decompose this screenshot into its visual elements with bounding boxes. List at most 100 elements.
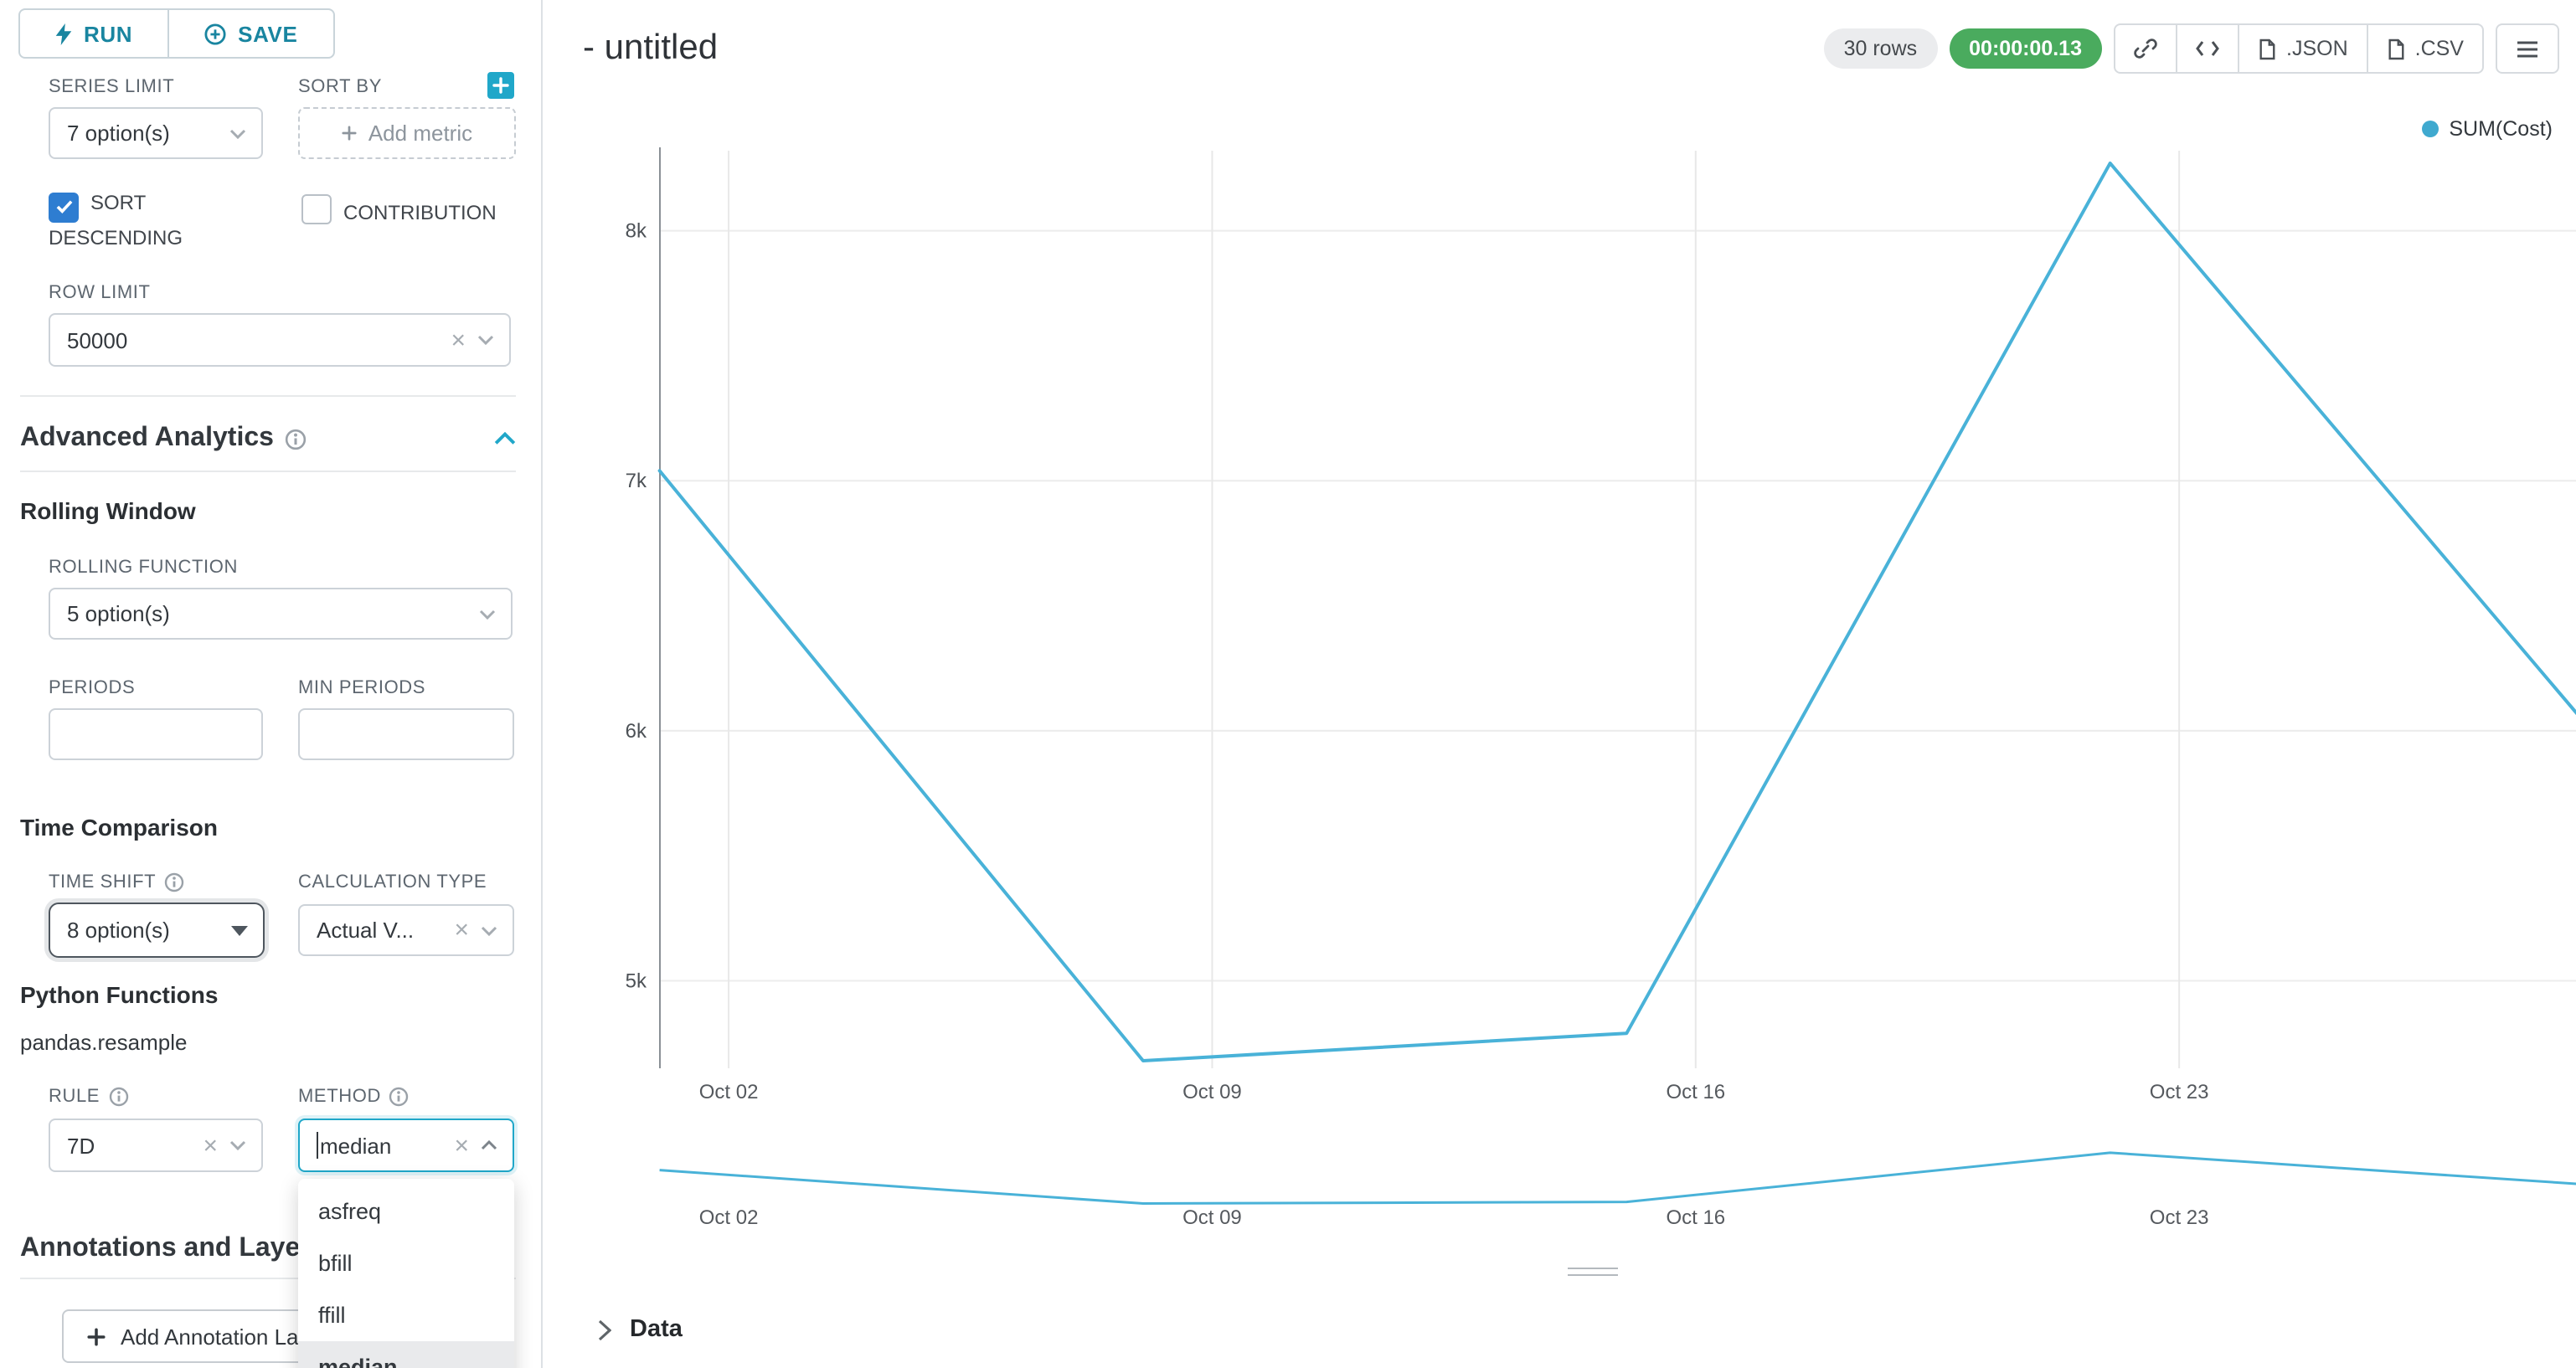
rule-label: RULE	[49, 1087, 128, 1107]
chevron-up-icon	[481, 1140, 497, 1150]
info-icon[interactable]	[389, 1087, 410, 1107]
export-button-group: .JSON .CSV	[2114, 23, 2484, 74]
save-label: SAVE	[238, 21, 298, 46]
legend-item-sum-cost[interactable]: SUM(Cost)	[2422, 117, 2553, 141]
rolling-function-select[interactable]: 5 option(s)	[49, 588, 513, 640]
row-limit-value: 50000	[67, 327, 128, 352]
chevron-down-icon	[229, 128, 246, 138]
link-icon	[2134, 39, 2157, 59]
chart-header-actions: 30 rows 00:00:00.13 .JSON .CSV	[1823, 23, 2559, 74]
lightning-icon	[55, 23, 72, 44]
advanced-analytics-title: Advanced Analytics	[20, 424, 274, 452]
method-value: median	[320, 1133, 392, 1158]
control-panel: RUN SAVE SERIES LIMIT SORT BY 7 option(s…	[0, 0, 543, 1368]
collapse-chevron-up-icon[interactable]	[494, 432, 516, 445]
time-shift-value: 8 option(s)	[67, 918, 170, 943]
periods-input[interactable]	[49, 708, 263, 760]
min-periods-label: MIN PERIODS	[298, 678, 426, 698]
add-metric-popover-button[interactable]	[487, 72, 514, 99]
svg-text:Oct 16: Oct 16	[1666, 1206, 1725, 1229]
periods-label: PERIODS	[49, 678, 136, 698]
clear-icon[interactable]: ×	[451, 326, 466, 354]
panel-resize-handle[interactable]	[1568, 1268, 1618, 1281]
method-label: METHOD	[298, 1087, 410, 1107]
svg-text:Oct 23: Oct 23	[2150, 1081, 2209, 1103]
svg-text:Oct 02: Oct 02	[699, 1081, 759, 1103]
svg-text:5k: 5k	[626, 969, 647, 992]
time-shift-select[interactable]: 8 option(s)	[49, 903, 265, 958]
copy-link-button[interactable]	[2114, 23, 2177, 74]
info-icon[interactable]	[108, 1087, 128, 1107]
chart-menu-button[interactable]	[2496, 23, 2559, 74]
view-query-button[interactable]	[2176, 23, 2239, 74]
method-combobox[interactable]: median ×	[298, 1119, 514, 1172]
sort-descending-label: SORT DESCENDING	[49, 191, 183, 249]
row-limit-select[interactable]: 50000 ×	[49, 313, 511, 367]
python-functions-title: Python Functions	[20, 981, 219, 1008]
chevron-down-icon	[479, 609, 496, 619]
section-divider	[20, 471, 516, 472]
file-icon	[2388, 38, 2404, 59]
run-button[interactable]: RUN	[18, 8, 170, 59]
annotations-layers-header[interactable]: Annotations and Layers	[20, 1234, 326, 1264]
contribution-control: CONTRIBUTION	[301, 194, 497, 228]
series-limit-select[interactable]: 7 option(s)	[49, 107, 263, 159]
annotations-layers-title: Annotations and Layers	[20, 1234, 326, 1263]
info-icon[interactable]	[286, 428, 307, 450]
series-limit-label: SERIES LIMIT	[49, 77, 175, 97]
caret-down-icon	[231, 925, 248, 935]
method-option-bfill[interactable]: bfill	[318, 1251, 353, 1276]
export-csv-label: .CSV	[2414, 37, 2464, 60]
chevron-down-icon	[477, 335, 494, 345]
add-metric-placeholder: Add metric	[368, 121, 473, 146]
svg-text:Oct 09: Oct 09	[1182, 1081, 1242, 1103]
chevron-down-icon	[229, 1140, 246, 1150]
periods-field[interactable]	[67, 722, 246, 747]
calculation-type-select[interactable]: Actual V... ×	[298, 904, 514, 956]
svg-text:Oct 09: Oct 09	[1182, 1206, 1242, 1229]
add-metric-dropzone[interactable]: Add metric	[298, 107, 516, 159]
svg-text:Oct 23: Oct 23	[2150, 1206, 2209, 1229]
hamburger-menu-icon	[2517, 40, 2537, 57]
data-panel-toggle[interactable]: Data	[598, 1316, 683, 1343]
data-panel-title: Data	[630, 1316, 683, 1343]
export-json-button[interactable]: .JSON	[2238, 23, 2368, 74]
calculation-type-value: Actual V...	[317, 918, 415, 943]
svg-text:7k: 7k	[626, 470, 647, 492]
chart-title[interactable]: - untitled	[583, 28, 719, 67]
line-chart-canvas: 8k 7k 6k 5k Oct 02 Oct 02 Oct 09 Oct 09 Oct 16 Oc…	[626, 147, 2576, 1229]
row-limit-label: ROW LIMIT	[49, 283, 151, 303]
method-option-asfreq[interactable]: asfreq	[318, 1199, 382, 1224]
sort-by-label: SORT BY	[298, 77, 382, 97]
sort-descending-checkbox[interactable]	[49, 192, 79, 222]
series-limit-value: 7 option(s)	[67, 121, 170, 146]
rolling-function-value: 5 option(s)	[67, 601, 170, 626]
method-option-ffill[interactable]: ffill	[318, 1303, 346, 1328]
svg-text:8k: 8k	[626, 220, 647, 243]
rolling-function-label: ROLLING FUNCTION	[49, 558, 238, 578]
plus-icon	[342, 126, 357, 141]
clear-icon[interactable]: ×	[454, 916, 469, 944]
export-csv-button[interactable]: .CSV	[2366, 23, 2484, 74]
save-button[interactable]: SAVE	[167, 8, 335, 59]
info-icon[interactable]	[164, 872, 184, 892]
clear-icon[interactable]: ×	[203, 1131, 218, 1160]
clear-icon[interactable]: ×	[454, 1131, 469, 1160]
svg-text:Oct 16: Oct 16	[1666, 1081, 1725, 1103]
min-periods-field[interactable]	[317, 722, 497, 747]
contribution-label: CONTRIBUTION	[343, 201, 497, 224]
chart-header: - untitled 30 rows 00:00:00.13 .JSON	[583, 23, 2559, 74]
min-periods-input[interactable]	[298, 708, 514, 760]
advanced-analytics-header[interactable]: Advanced Analytics	[20, 424, 516, 454]
code-icon	[2196, 41, 2219, 56]
check-icon	[55, 200, 72, 213]
time-shift-label: TIME SHIFT	[49, 872, 184, 892]
contribution-checkbox[interactable]	[301, 194, 332, 224]
method-option-median[interactable]: median	[298, 1341, 514, 1368]
plus-icon	[87, 1327, 106, 1345]
export-json-label: .JSON	[2286, 37, 2348, 60]
method-label-text: METHOD	[298, 1087, 381, 1107]
method-dropdown-menu: asfreq bfill ffill median	[298, 1179, 514, 1368]
rule-select[interactable]: 7D ×	[49, 1119, 263, 1172]
plus-circle-icon	[204, 23, 226, 44]
